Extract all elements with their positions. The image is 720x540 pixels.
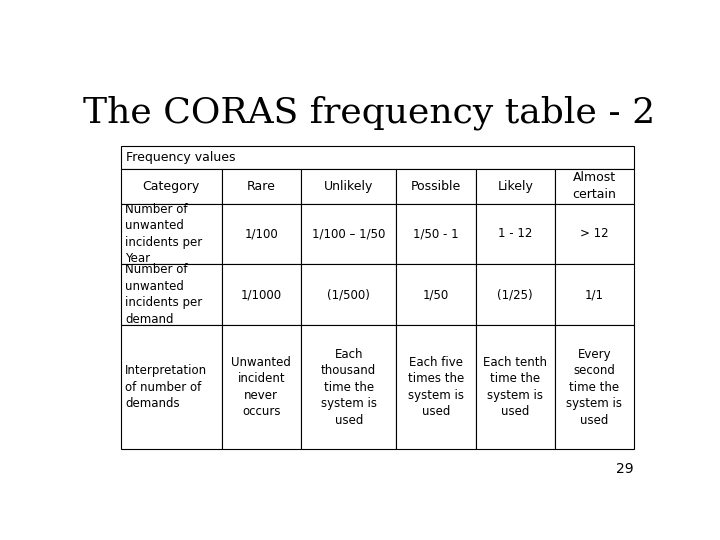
Bar [222,264,301,325]
Text: 1/100 – 1/50: 1/100 – 1/50 [312,227,385,240]
Text: Interpretation
of number of
demands: Interpretation of number of demands [125,364,207,410]
Text: > 12: > 12 [580,227,609,240]
Text: 1/100: 1/100 [245,227,278,240]
Bar [301,325,397,449]
Text: 1/50 - 1: 1/50 - 1 [413,227,459,240]
Bar [476,325,555,449]
Text: Category: Category [143,180,200,193]
Text: Almost
certain: Almost certain [572,171,616,201]
Text: Number of
unwanted
incidents per
Year: Number of unwanted incidents per Year [125,202,202,265]
Bar [397,168,476,204]
Text: Unwanted
incident
never
occurs: Unwanted incident never occurs [231,356,292,418]
Text: Each tenth
time the
system is
used: Each tenth time the system is used [483,356,547,418]
Bar [555,168,634,204]
Bar [476,168,555,204]
Text: Number of
unwanted
incidents per
demand: Number of unwanted incidents per demand [125,264,202,326]
Bar [555,204,634,264]
Text: Frequency values: Frequency values [126,151,235,164]
Bar [397,325,476,449]
Bar [121,146,634,168]
Text: Each five
times the
system is
used: Each five times the system is used [408,356,464,418]
Bar [476,264,555,325]
Bar [555,325,634,449]
Bar [121,264,222,325]
Bar [121,325,222,449]
Bar [301,264,397,325]
Bar [476,204,555,264]
Bar [397,204,476,264]
Bar [301,168,397,204]
Text: 1/1: 1/1 [585,288,604,301]
Bar [222,204,301,264]
Text: 29: 29 [616,462,634,476]
Bar [555,264,634,325]
Text: Rare: Rare [247,180,276,193]
Text: 1/50: 1/50 [423,288,449,301]
Text: Unlikely: Unlikely [324,180,374,193]
Bar [222,325,301,449]
Text: Every
second
time the
system is
used: Every second time the system is used [567,348,623,427]
Text: (1/500): (1/500) [328,288,370,301]
Bar [121,204,222,264]
Text: Each
thousand
time the
system is
used: Each thousand time the system is used [320,348,377,427]
Text: Possible: Possible [411,180,462,193]
Bar [121,168,222,204]
Bar [222,168,301,204]
Text: The CORAS frequency table - 2: The CORAS frequency table - 2 [83,96,655,131]
Bar [397,264,476,325]
Text: 1 - 12: 1 - 12 [498,227,533,240]
Bar [301,204,397,264]
Text: Likely: Likely [498,180,534,193]
Text: 1/1000: 1/1000 [240,288,282,301]
Text: (1/25): (1/25) [498,288,533,301]
